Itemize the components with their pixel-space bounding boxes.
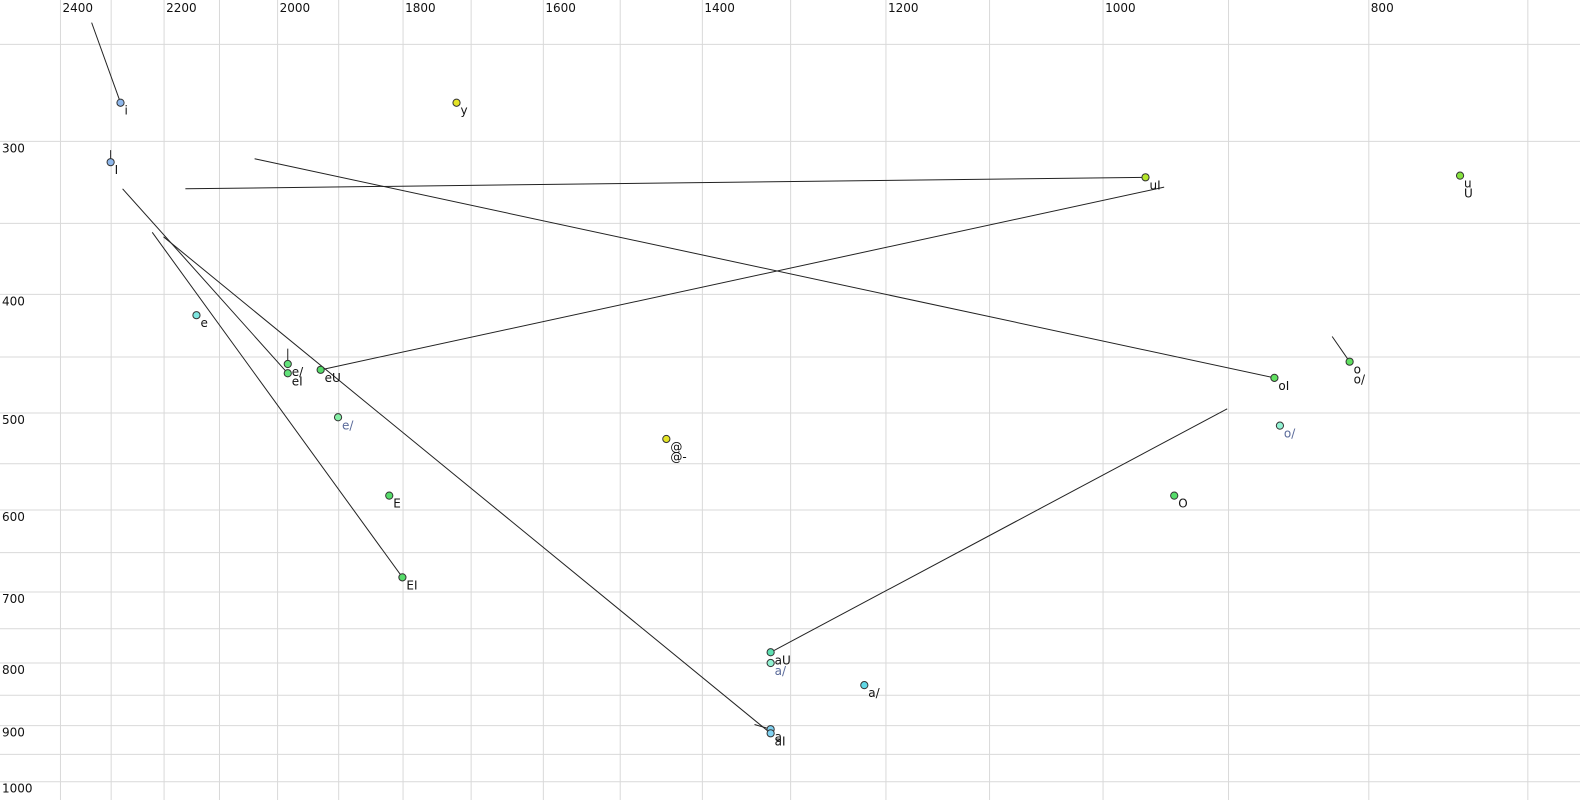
y-tick-label: 600 (2, 510, 25, 524)
trajectory (151, 232, 403, 578)
y-tick-label: 1000 (2, 782, 33, 796)
x-tick-label: 2000 (280, 1, 311, 15)
trajectory (122, 188, 289, 374)
x-tick-label: 2400 (62, 1, 93, 15)
vowel-point (385, 491, 394, 500)
vowel-label: aI (775, 734, 786, 748)
y-tick-label: 700 (2, 592, 25, 606)
vowel-point (283, 369, 292, 378)
y-tick-label: 800 (2, 663, 25, 677)
vowel-point (333, 413, 343, 422)
vowel-label: i (125, 104, 128, 118)
x-tick-label: 1800 (405, 1, 436, 15)
vowel-point (860, 681, 869, 690)
vowel-label: a (775, 730, 782, 744)
vowel-point (316, 365, 325, 374)
vowel-label: @- (670, 450, 686, 464)
x-tick-label: 800 (1371, 1, 1394, 15)
vowel-label: O (1178, 497, 1187, 511)
vowel-label: aU (775, 653, 791, 667)
vowel-label: e (200, 316, 207, 330)
vowel-label: I (115, 163, 119, 177)
vowel-point (116, 98, 125, 107)
vowel-label: o/ (1284, 427, 1296, 441)
trajectory (185, 176, 1146, 190)
trajectory (254, 158, 1275, 379)
vowel-point (398, 573, 407, 582)
vowel-point (192, 311, 201, 320)
trajectory (91, 22, 121, 103)
trajectories (91, 22, 1351, 734)
vowel-point (106, 158, 115, 167)
x-tick-label: 1600 (545, 1, 576, 15)
vowel-label: E (393, 497, 401, 511)
y-tick-label: 300 (2, 141, 25, 155)
trajectory (1331, 336, 1351, 362)
x-tick-label: 1200 (888, 1, 919, 15)
trajectory (163, 236, 771, 734)
vowel-point (662, 434, 671, 444)
vowel-point (1170, 491, 1179, 500)
vowel-point (283, 359, 292, 369)
vowel-point (1270, 373, 1279, 382)
vowel-label: eU (325, 371, 341, 385)
vowel-point (766, 658, 775, 668)
vowel-point (766, 648, 775, 657)
vowel-point (1345, 357, 1354, 366)
vowel-label: u (1464, 177, 1472, 191)
vowel-label: e/ (342, 418, 354, 432)
vowel-label: e/ (292, 365, 304, 379)
vowel-point (1141, 173, 1150, 182)
y-tick-label: 500 (2, 413, 25, 427)
trajectory (770, 408, 1228, 653)
y-tick-label: 400 (2, 294, 25, 308)
vowel-label: eI (292, 374, 303, 388)
y-tick-label: 900 (2, 726, 25, 740)
x-tick-label: 1400 (704, 1, 735, 15)
vowel-label: y (461, 104, 468, 118)
vowel-label: EI (406, 578, 417, 592)
vowel-point (452, 98, 461, 107)
vowel-label: a/ (775, 664, 787, 678)
vowel-label: o/ (1354, 373, 1366, 387)
vowel-point (766, 729, 775, 738)
vowel-label: a/ (868, 686, 880, 700)
vowel-label: oI (1278, 379, 1289, 393)
vowel-label: @ (670, 440, 682, 454)
x-tick-label: 2200 (166, 1, 197, 15)
vowel-label: o (1354, 363, 1361, 377)
vowel-point (1455, 171, 1465, 180)
vowel-point (1275, 421, 1285, 430)
vowel-label: U (1464, 187, 1473, 201)
vowel-label: uI (1149, 178, 1160, 192)
trajectory (320, 186, 1165, 371)
x-tick-label: 1000 (1105, 1, 1136, 15)
